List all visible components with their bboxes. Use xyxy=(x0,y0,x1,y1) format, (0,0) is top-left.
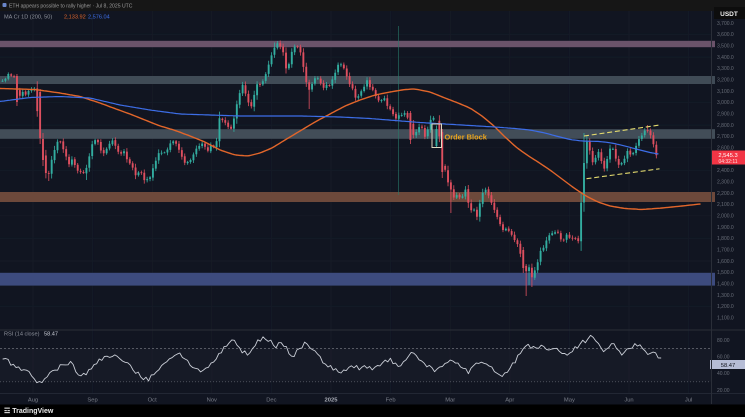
svg-text:1,200.0: 1,200.0 xyxy=(717,304,734,310)
svg-text:40.00: 40.00 xyxy=(717,371,730,377)
svg-text:3,700.0: 3,700.0 xyxy=(717,21,734,27)
svg-text:☲ TradingView: ☲ TradingView xyxy=(4,408,54,415)
svg-text:2,900.0: 2,900.0 xyxy=(717,112,734,118)
svg-text:1,800.0: 1,800.0 xyxy=(717,236,734,242)
svg-text:1,400.0: 1,400.0 xyxy=(717,282,734,288)
svg-text:04:32:11: 04:32:11 xyxy=(718,159,737,165)
svg-text:1,100.0: 1,100.0 xyxy=(717,316,734,322)
svg-text:58.47: 58.47 xyxy=(721,363,736,369)
svg-text:Mar: Mar xyxy=(445,398,455,404)
svg-text:2,100.0: 2,100.0 xyxy=(717,202,734,208)
svg-text:2,700.0: 2,700.0 xyxy=(717,134,734,140)
svg-text:Aug: Aug xyxy=(28,398,38,404)
svg-text:1,700.0: 1,700.0 xyxy=(717,248,734,254)
svg-text:Oct: Oct xyxy=(148,398,157,404)
svg-text:3,300.0: 3,300.0 xyxy=(717,66,734,72)
svg-text:Nov: Nov xyxy=(207,398,217,404)
svg-text:MA Cr 1D (200, 50): MA Cr 1D (200, 50) xyxy=(4,15,52,21)
svg-text:2,600.0: 2,600.0 xyxy=(717,146,734,152)
svg-text:Feb: Feb xyxy=(386,398,396,404)
svg-text:Apr: Apr xyxy=(505,398,514,404)
svg-text:Jun: Jun xyxy=(624,398,633,404)
svg-text:1,500.0: 1,500.0 xyxy=(717,270,734,276)
svg-text:3,200.0: 3,200.0 xyxy=(717,78,734,84)
svg-text:May: May xyxy=(564,398,575,404)
svg-text:58.47: 58.47 xyxy=(44,332,58,338)
svg-text:ETH appears possible to rally: ETH appears possible to rally higher · J… xyxy=(9,4,133,10)
svg-text:20.00: 20.00 xyxy=(717,388,730,394)
svg-text:3,100.0: 3,100.0 xyxy=(717,89,734,95)
svg-text:2,400.0: 2,400.0 xyxy=(717,168,734,174)
svg-text:3,600.0: 3,600.0 xyxy=(717,32,734,38)
svg-text:2,133.92: 2,133.92 xyxy=(64,15,86,21)
svg-text:USDT: USDT xyxy=(720,11,738,18)
svg-text:1,600.0: 1,600.0 xyxy=(717,259,734,265)
svg-text:2,545.3: 2,545.3 xyxy=(718,153,737,159)
svg-text:Dec: Dec xyxy=(266,398,276,404)
svg-text:RSI (14 close): RSI (14 close) xyxy=(4,332,40,338)
svg-text:2,000.0: 2,000.0 xyxy=(717,214,734,220)
svg-text:2,800.0: 2,800.0 xyxy=(717,123,734,129)
svg-text:Order Block: Order Block xyxy=(445,133,488,142)
svg-text:2,200.0: 2,200.0 xyxy=(717,191,734,197)
svg-text:3,000.0: 3,000.0 xyxy=(717,100,734,106)
svg-text:2025: 2025 xyxy=(325,398,339,404)
svg-text:60.00: 60.00 xyxy=(717,355,730,361)
svg-text:80.00: 80.00 xyxy=(717,338,730,344)
svg-text:Sep: Sep xyxy=(87,398,97,404)
svg-text:3,500.0: 3,500.0 xyxy=(717,44,734,50)
svg-text:1,300.0: 1,300.0 xyxy=(717,293,734,299)
svg-text:2,300.0: 2,300.0 xyxy=(717,180,734,186)
svg-text:3,400.0: 3,400.0 xyxy=(717,55,734,61)
svg-text:2,576.04: 2,576.04 xyxy=(88,15,110,21)
svg-text:Jul: Jul xyxy=(685,398,692,404)
svg-text:1,900.0: 1,900.0 xyxy=(717,225,734,231)
